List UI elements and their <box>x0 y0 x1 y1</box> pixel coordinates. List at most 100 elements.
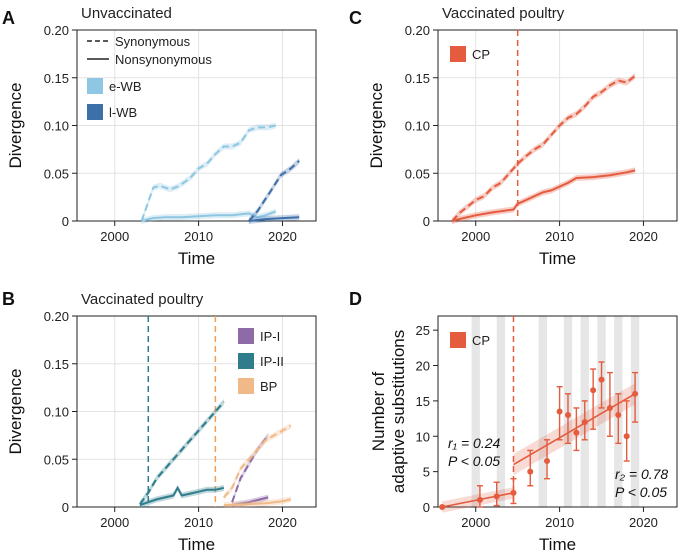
series-line-ip-i <box>231 434 269 503</box>
legend-color-swatch <box>87 104 103 120</box>
panel-letter: C <box>349 8 362 28</box>
y-tick-label: 0.10 <box>44 119 69 134</box>
annotation-p1: P < 0.05 <box>448 453 500 469</box>
x-tick-label: 2010 <box>545 229 574 244</box>
x-tick-label: 2010 <box>184 515 213 530</box>
legend: CP <box>450 332 490 348</box>
shaded-year-band <box>471 316 480 507</box>
data-point <box>493 493 500 500</box>
panel-c: C Vaccinated poultry 2000 2010 2020 0 0.05 0.10… <box>349 5 678 268</box>
y-tick-label: 0 <box>423 214 430 229</box>
annotation-r1: r₁ = 0.24 <box>448 435 500 451</box>
panel-letter: A <box>2 8 15 28</box>
data-point <box>606 404 613 411</box>
series-line-l-wb <box>248 216 300 222</box>
x-tick-label: 2020 <box>268 515 297 530</box>
legend-color-swatch <box>87 78 103 94</box>
y-tick-label: 0 <box>62 214 69 229</box>
y-tick-label: 20 <box>416 359 430 374</box>
legend: CP <box>450 46 490 62</box>
data-point <box>590 387 597 394</box>
data-point <box>581 419 588 426</box>
panel-a: A Unvaccinated 2000 2010 2020 0 0.05 0.10 0.15 0.… <box>2 5 317 268</box>
y-tick-label: 15 <box>416 394 430 409</box>
legend-color-swatch <box>450 46 466 62</box>
x-tick-label: 2020 <box>629 515 658 530</box>
y-tick-label: 0.15 <box>44 71 69 86</box>
panel-letter: B <box>2 289 15 309</box>
data-point <box>556 408 563 415</box>
chart-title: Unvaccinated <box>81 5 172 22</box>
y-tick-label: 0.15 <box>405 71 430 86</box>
x-tick-label: 2000 <box>461 229 490 244</box>
data-point <box>573 429 580 436</box>
y-tick-label: 0.10 <box>405 119 430 134</box>
series-line-e-wb <box>141 210 277 222</box>
x-tick-label: 2010 <box>545 515 574 530</box>
y-tick-label: 5 <box>423 465 430 480</box>
y-tick-label: 0.10 <box>44 405 69 420</box>
series-line-ip-ii <box>139 485 225 507</box>
y-axis-label: Divergence <box>367 83 386 169</box>
panel-letter: D <box>349 289 362 309</box>
series-band <box>223 422 291 501</box>
fit-line <box>513 393 636 466</box>
legend: Synonymous Nonsynonymous e-WB l-WB <box>87 34 212 120</box>
series-band <box>452 72 636 224</box>
x-axis-label: Time <box>178 535 215 554</box>
panel-b: B Vaccinated poultry 2000 2010 2020 0 0.05 0.10… <box>2 289 317 554</box>
legend-label: Nonsynonymous <box>115 52 212 67</box>
data-point <box>439 504 446 510</box>
legend-label: BP <box>260 379 277 394</box>
series-line-ip-ii <box>139 401 225 505</box>
chart-title: Vaccinated poultry <box>442 5 565 22</box>
legend-label: CP <box>472 47 490 62</box>
series-line-bp <box>223 498 292 507</box>
y-tick-label: 10 <box>416 429 430 444</box>
y-axis-label: Number ofadaptive substitutions <box>369 330 408 494</box>
x-axis-label: Time <box>539 249 576 268</box>
data-point <box>544 458 551 465</box>
series-line-e-wb <box>140 124 276 222</box>
data-point <box>632 390 639 397</box>
legend-label: e-WB <box>109 79 142 94</box>
x-tick-label: 2000 <box>461 515 490 530</box>
data-point <box>623 433 630 440</box>
x-axis-label: Time <box>178 249 215 268</box>
series-line-cp <box>452 169 636 222</box>
legend-label: Synonymous <box>115 34 191 49</box>
y-axis-label: Divergence <box>6 83 25 169</box>
legend-color-swatch <box>450 332 466 348</box>
series-band <box>452 167 636 224</box>
y-tick-label: 0.15 <box>44 357 69 372</box>
panel-d: D 2000 2010 2020 0 5 10 15 20 25 Time Number ofadap… <box>349 289 678 554</box>
data-point <box>598 376 605 383</box>
x-tick-label: 2000 <box>100 515 129 530</box>
y-axis-label: Divergence <box>6 369 25 455</box>
legend-label: IP-II <box>260 354 284 369</box>
legend-color-swatch <box>238 378 254 394</box>
annotation-p2: P < 0.05 <box>615 484 667 500</box>
y-tick-label: 0.20 <box>405 23 430 38</box>
y-tick-label: 0 <box>423 500 430 515</box>
shaded-year-band <box>496 316 506 507</box>
series-line-bp <box>223 424 292 499</box>
data-point <box>527 468 534 475</box>
x-tick-label: 2010 <box>184 229 213 244</box>
y-tick-label: 0.20 <box>44 309 69 324</box>
axes-frame <box>437 315 678 508</box>
x-axis-label: Time <box>539 535 576 554</box>
legend-label: IP-I <box>260 329 280 344</box>
series-band <box>248 157 300 224</box>
legend: IP-I IP-II BP <box>238 328 284 394</box>
data-point <box>564 412 571 419</box>
legend-color-swatch <box>238 353 254 369</box>
data-point <box>476 496 483 503</box>
data-point <box>615 412 622 419</box>
annotation-r2: r₂ = 0.78 <box>615 466 668 482</box>
data-point <box>510 489 517 496</box>
legend-color-swatch <box>238 328 254 344</box>
x-tick-label: 2020 <box>629 229 658 244</box>
x-tick-label: 2000 <box>100 229 129 244</box>
